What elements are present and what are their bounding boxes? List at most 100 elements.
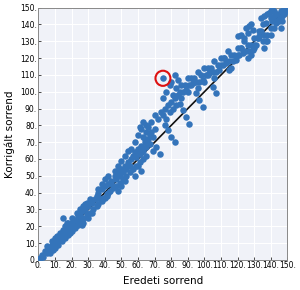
Point [212, 59, 217, 64]
Point [260, 39, 265, 43]
Point [176, 78, 180, 82]
Point [66, 221, 71, 225]
Point [68, 227, 72, 232]
Point [227, 59, 232, 64]
Point [76, 222, 81, 227]
Point [260, 22, 265, 27]
Point [147, 142, 152, 146]
Point [81, 204, 86, 209]
Point [122, 163, 127, 168]
Point [122, 153, 127, 158]
Point [131, 153, 136, 158]
Point [119, 158, 124, 163]
Point [248, 52, 253, 57]
Point [137, 152, 142, 156]
Point [88, 211, 92, 215]
Point [96, 190, 100, 195]
Point [88, 197, 92, 202]
Point [200, 78, 205, 82]
Point [54, 241, 59, 245]
Point [280, 14, 285, 18]
Point [272, 9, 277, 13]
Point [94, 194, 99, 198]
Point [128, 170, 132, 175]
Point [170, 93, 175, 97]
Point [126, 148, 130, 153]
Point [242, 36, 247, 40]
Point [104, 194, 109, 198]
Point [46, 246, 51, 251]
Point [139, 143, 144, 148]
Point [262, 46, 267, 50]
Point [86, 215, 91, 220]
Point [202, 79, 207, 84]
Point [59, 239, 64, 244]
Point [56, 236, 61, 240]
Point [106, 182, 111, 186]
Point [283, 9, 288, 13]
Point [103, 177, 107, 182]
Point [78, 212, 82, 217]
Point [205, 72, 210, 77]
Point [78, 207, 82, 212]
Point [51, 244, 56, 249]
Point [116, 170, 121, 175]
Point [91, 207, 96, 212]
Point [141, 157, 146, 161]
Point [232, 52, 237, 57]
Point [56, 242, 61, 247]
Point [182, 83, 187, 87]
Point [48, 247, 52, 252]
Point [181, 89, 185, 94]
Point [160, 113, 165, 118]
Point [162, 123, 167, 128]
Point [189, 76, 194, 81]
Point [156, 116, 161, 121]
Point [86, 204, 91, 209]
Point [38, 256, 43, 260]
Point [129, 146, 134, 151]
Point [149, 120, 154, 124]
Point [248, 22, 253, 27]
Point [76, 214, 81, 218]
Point [262, 32, 267, 37]
Point [164, 89, 169, 94]
Point [106, 190, 111, 195]
Point [152, 126, 157, 131]
Point [225, 49, 230, 54]
Point [112, 168, 117, 173]
Point [166, 128, 170, 133]
Point [214, 69, 218, 74]
Point [170, 106, 175, 111]
Point [78, 219, 82, 224]
Point [265, 39, 270, 43]
Point [245, 56, 250, 60]
Point [142, 137, 147, 141]
Point [144, 153, 149, 158]
Point [48, 251, 52, 255]
Point [267, 10, 272, 15]
Point [252, 46, 256, 50]
Point [212, 76, 217, 81]
Point [273, 21, 278, 25]
Point [235, 46, 240, 50]
Point [63, 236, 68, 240]
Point [116, 188, 121, 193]
Point [277, 19, 281, 23]
Point [282, 5, 286, 10]
Point [99, 187, 104, 192]
Point [74, 222, 79, 227]
Point [195, 69, 200, 74]
Point [157, 152, 162, 156]
Point [245, 30, 250, 35]
Point [268, 15, 273, 20]
Point [254, 42, 258, 47]
Point [99, 182, 104, 186]
Point [179, 96, 184, 101]
Point [199, 72, 203, 77]
Point [139, 126, 144, 131]
Point [53, 236, 58, 240]
Point [64, 226, 69, 230]
Point [53, 239, 58, 244]
Point [126, 160, 130, 165]
